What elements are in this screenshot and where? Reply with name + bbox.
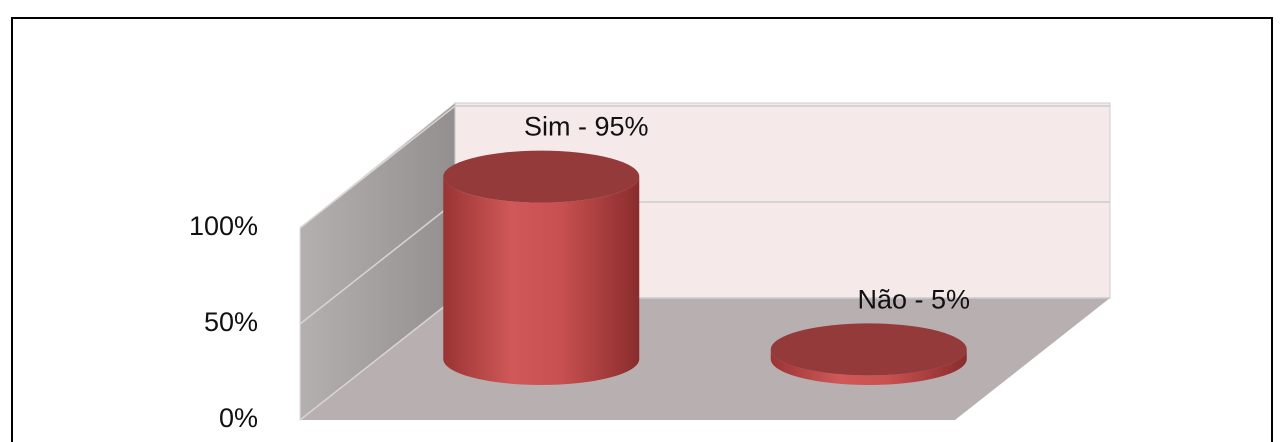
data-label: Não - 5% <box>857 285 970 315</box>
bar-top <box>443 150 640 203</box>
data-label: Sim - 95% <box>524 112 649 142</box>
bar <box>443 176 640 385</box>
grid-line <box>299 297 456 421</box>
bar <box>770 349 967 385</box>
bar-top <box>770 323 967 376</box>
grid-line <box>299 105 456 229</box>
y-tick-label: 0% <box>219 403 258 433</box>
y-tick-label: 50% <box>204 307 258 337</box>
y-tick-label: 100% <box>189 211 258 241</box>
grid-line <box>299 201 456 325</box>
